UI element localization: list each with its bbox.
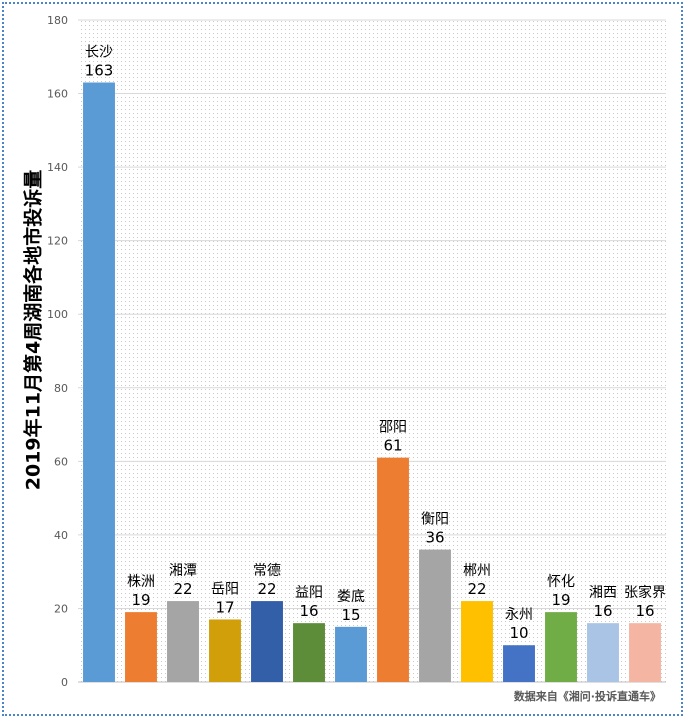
- value-label: 16: [635, 602, 654, 620]
- value-label: 16: [593, 602, 612, 620]
- bar: [293, 623, 325, 682]
- bar: [461, 601, 493, 682]
- category-label: 株洲: [127, 574, 155, 590]
- value-label: 15: [341, 606, 360, 624]
- bar: [503, 645, 535, 682]
- value-label: 10: [509, 624, 528, 642]
- bar: [167, 601, 199, 682]
- y-tick-label: 0: [61, 676, 68, 689]
- category-label: 张家界: [624, 584, 666, 601]
- bar: [83, 82, 115, 683]
- value-label: 22: [467, 580, 486, 598]
- category-label: 常德: [253, 563, 281, 579]
- value-label: 22: [257, 580, 276, 598]
- bar: [125, 612, 157, 682]
- bar: [629, 623, 661, 682]
- category-label: 益阳: [295, 585, 323, 601]
- value-label: 36: [425, 529, 444, 547]
- category-label: 永州: [505, 607, 533, 623]
- y-tick-label: 60: [54, 455, 68, 468]
- category-label: 湘西: [589, 585, 617, 601]
- y-tick-label: 40: [54, 529, 68, 542]
- bar: [419, 549, 451, 682]
- value-label: 22: [173, 580, 192, 598]
- bar: [545, 612, 577, 682]
- y-tick-label: 140: [47, 161, 68, 174]
- value-label: 61: [383, 437, 402, 455]
- y-tick-label: 20: [54, 602, 68, 615]
- y-tick-label: 80: [54, 382, 68, 395]
- bar: [335, 626, 367, 682]
- value-label: 16: [299, 602, 318, 620]
- y-axis-label: 2019年11月第4周湖南各地市投诉量: [22, 169, 45, 491]
- category-label: 怀化: [547, 574, 575, 590]
- source-note: 数据来自《湘问·投诉直通车》: [513, 690, 661, 703]
- y-tick-label: 100: [47, 308, 68, 321]
- category-label: 娄底: [337, 589, 365, 605]
- category-label: 长沙: [85, 45, 113, 61]
- category-label: 郴州: [463, 563, 491, 579]
- bar: [377, 457, 409, 682]
- bar: [587, 623, 619, 682]
- bar: [209, 619, 241, 682]
- y-tick-label: 180: [47, 14, 68, 27]
- value-label: 19: [131, 591, 150, 609]
- y-tick-label: 160: [47, 88, 68, 101]
- y-tick-label: 120: [47, 235, 68, 248]
- category-label: 岳阳: [211, 581, 239, 597]
- value-label: 17: [215, 598, 234, 616]
- value-label: 19: [551, 591, 570, 609]
- value-label: 163: [85, 62, 114, 80]
- category-label: 湘潭: [169, 562, 197, 579]
- plot-area-background: [78, 20, 666, 682]
- category-label: 衡阳: [421, 512, 449, 528]
- bar: [251, 601, 283, 682]
- category-label: 邵阳: [379, 420, 407, 436]
